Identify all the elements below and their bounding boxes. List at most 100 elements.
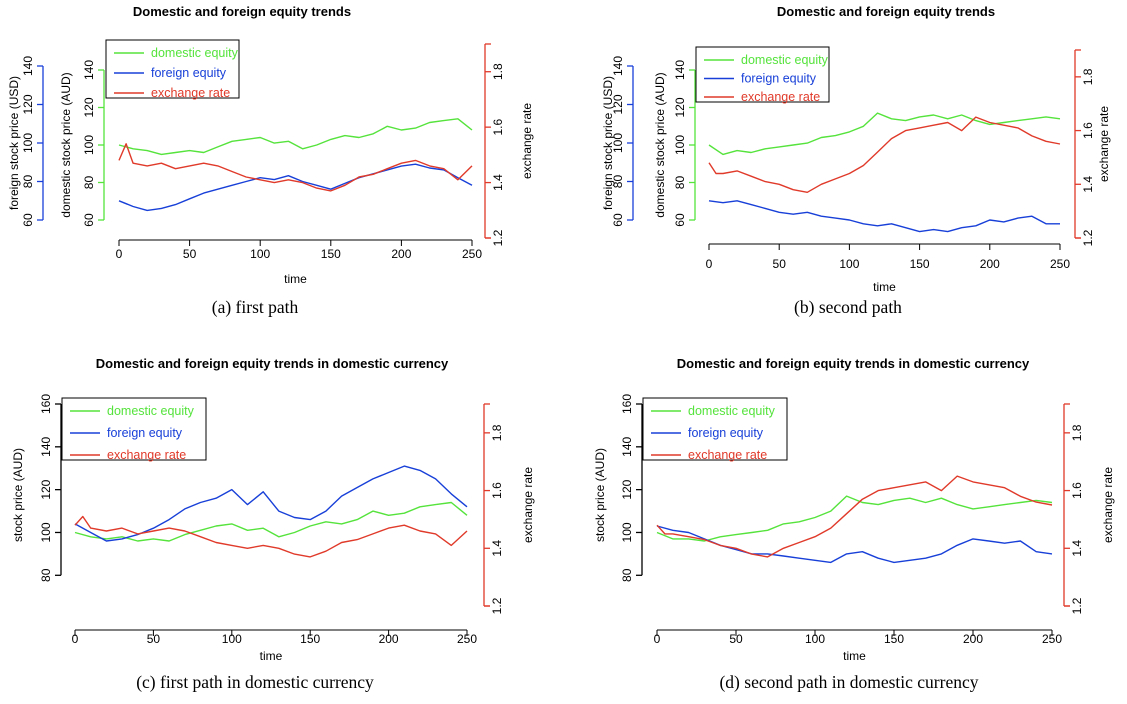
legend-entry: exchange rate	[688, 448, 767, 462]
domestic-axis-tick-label: 140	[620, 436, 634, 456]
domestic-axis-tick-label: 80	[39, 568, 53, 582]
exchange-rate-axis-label: exchange rate	[520, 103, 534, 179]
chart-title: Domestic and foreign equity trends	[133, 4, 351, 19]
exchange-rate-tick-label: 1.2	[490, 597, 504, 614]
domestic-axis-tick-label: 140	[673, 60, 687, 80]
x-axis-label: time	[284, 272, 307, 286]
foreign-axis-tick-label: 60	[21, 213, 35, 227]
exchange-rate-tick-label: 1.2	[1081, 229, 1095, 246]
exchange-rate-tick-label: 1.8	[491, 63, 505, 80]
domestic-axis-tick-label: 140	[39, 436, 53, 456]
panel-d: Domestic and foreign equity trends in do…	[593, 356, 1115, 692]
x-tick-label: 250	[1050, 257, 1070, 271]
legend-entry: exchange rate	[107, 448, 186, 462]
x-tick-label: 100	[839, 257, 859, 271]
figure-caption: (d) second path in domestic currency	[719, 672, 978, 692]
x-tick-label: 0	[706, 257, 713, 271]
exchange-rate-tick-label: 1.2	[491, 229, 505, 246]
exchange-rate-tick-label: 1.6	[491, 118, 505, 135]
exchange-rate-tick-label: 1.8	[1081, 68, 1095, 85]
series-line-exchange-rate	[118, 143, 473, 192]
x-tick-label: 250	[1042, 632, 1062, 646]
foreign-axis-tick-label: 60	[611, 213, 625, 227]
domestic-axis-tick-label: 80	[673, 176, 687, 190]
exchange-rate-axis-label: exchange rate	[1101, 467, 1115, 543]
figure-caption: (c) first path in domestic currency	[136, 672, 374, 692]
series-line-exchange-rate	[74, 515, 468, 558]
x-tick-label: 100	[250, 247, 270, 261]
legend-box	[105, 39, 240, 99]
exchange-rate-tick-label: 1.4	[1081, 176, 1095, 193]
x-tick-label: 0	[72, 632, 79, 646]
legend-entry: domestic equity	[741, 53, 829, 67]
series-line-domestic-equity	[74, 501, 468, 542]
x-tick-label: 250	[457, 632, 477, 646]
x-tick-label: 0	[116, 247, 123, 261]
foreign-axis-tick-label: 80	[21, 175, 35, 189]
x-tick-label: 150	[884, 632, 904, 646]
domestic-axis-tick-label: 60	[673, 213, 687, 227]
figure-caption: (b) second path	[794, 297, 902, 317]
exchange-rate-tick-label: 1.6	[1070, 482, 1084, 499]
panel-b: Domestic and foreign equity trends (b) se…	[601, 4, 1111, 317]
foreign-axis-tick-label: 140	[21, 56, 35, 76]
legend-entry: foreign equity	[688, 426, 764, 440]
foreign-axis-label: foreign stock price (USD)	[7, 76, 21, 210]
series-line-domestic-equity	[708, 112, 1061, 156]
x-axis-label: time	[260, 649, 283, 663]
legend-entry: exchange rate	[741, 90, 820, 104]
domestic-axis-tick-label: 100	[673, 135, 687, 155]
x-tick-label: 0	[654, 632, 661, 646]
x-tick-label: 150	[910, 257, 930, 271]
x-tick-label: 150	[321, 247, 341, 261]
x-tick-label: 150	[300, 632, 320, 646]
domestic-axis-label: stock price (AUD)	[593, 448, 607, 542]
chart-title: Domestic and foreign equity trends	[777, 4, 995, 19]
domestic-axis-label: stock price (AUD)	[11, 448, 25, 542]
legend-box	[642, 397, 788, 461]
x-tick-label: 200	[980, 257, 1000, 271]
foreign-axis-tick-label: 80	[611, 175, 625, 189]
exchange-rate-tick-label: 1.6	[490, 482, 504, 499]
legend-entry: foreign equity	[741, 72, 817, 86]
domestic-axis-tick-label: 140	[82, 60, 96, 80]
domestic-axis-tick-label: 100	[620, 522, 634, 542]
foreign-axis-tick-label: 120	[21, 94, 35, 114]
domestic-axis-tick-label: 100	[39, 522, 53, 542]
exchange-rate-tick-label: 1.2	[1070, 597, 1084, 614]
domestic-axis-tick-label: 80	[620, 568, 634, 582]
foreign-axis-label: foreign stock price (USD)	[601, 76, 615, 210]
domestic-axis-tick-label: 160	[620, 394, 634, 414]
legend-entry: foreign equity	[107, 426, 183, 440]
domestic-axis-tick-label: 60	[82, 213, 96, 227]
domestic-axis-tick-label: 120	[620, 479, 634, 499]
chart-title: Domestic and foreign equity trends in do…	[96, 356, 449, 371]
x-axis-label: time	[873, 280, 896, 294]
panel-a: Domestic and foreign equity trends (a) fi…	[7, 4, 534, 317]
x-tick-label: 50	[729, 632, 743, 646]
x-tick-label: 50	[183, 247, 197, 261]
exchange-rate-tick-label: 1.6	[1081, 122, 1095, 139]
legend-entry: exchange rate	[151, 86, 230, 100]
exchange-rate-tick-label: 1.8	[490, 424, 504, 441]
series-line-foreign-equity	[118, 163, 473, 212]
x-tick-label: 200	[963, 632, 983, 646]
exchange-rate-axis-label: exchange rate	[1097, 106, 1111, 182]
series-line-foreign-equity	[74, 465, 468, 542]
x-axis-label: time	[843, 649, 866, 663]
series-line-foreign-equity	[708, 200, 1060, 233]
series-line-exchange-rate	[708, 116, 1061, 194]
series-line-domestic-equity	[118, 118, 473, 156]
x-tick-label: 200	[379, 632, 399, 646]
domestic-axis-tick-label: 100	[82, 135, 96, 155]
domestic-axis-tick-label: 80	[82, 176, 96, 190]
series-line-domestic-equity	[656, 495, 1053, 542]
x-tick-label: 100	[222, 632, 242, 646]
foreign-axis-tick-label: 100	[611, 133, 625, 153]
x-tick-label: 50	[147, 632, 161, 646]
domestic-axis-tick-label: 120	[82, 97, 96, 117]
exchange-rate-tick-label: 1.8	[1070, 424, 1084, 441]
domestic-axis-label: domestic stock price (AUD)	[653, 72, 667, 217]
legend-entry: domestic equity	[107, 404, 195, 418]
chart-title: Domestic and foreign equity trends in do…	[677, 356, 1030, 371]
